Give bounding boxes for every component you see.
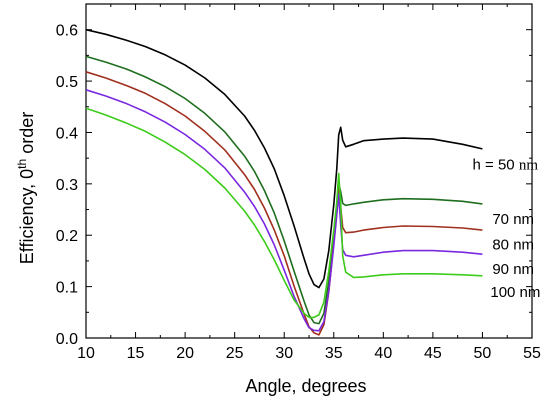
curve-label-4: 100 nm [490, 284, 540, 301]
x-tick-label: 50 [474, 345, 492, 362]
curve-label-2: 80 nm [492, 237, 534, 254]
series-line-2 [85, 71, 483, 336]
x-tick-label: 10 [77, 345, 95, 362]
series-line-3 [85, 89, 483, 332]
series-line-1 [85, 55, 483, 325]
x-tick-label: 25 [226, 345, 244, 362]
y-tick-label: 0.0 [56, 331, 78, 348]
x-axis-title: Angle, degrees [245, 376, 366, 396]
y-tick-label: 0.5 [56, 74, 78, 91]
y-tick-label: 0.6 [56, 23, 78, 40]
y-axis-title-prefix: Efficiency, 0 [17, 169, 37, 264]
y-tick-label: 0.4 [56, 125, 78, 142]
curve-label-text: 70 nm [492, 211, 534, 228]
x-tick-label: 15 [127, 345, 145, 362]
x-tick-label: 30 [275, 345, 293, 362]
curve-label-text: 90 nm [492, 261, 534, 278]
curve-labels: h = 50 nm 70 nm 80 nm 90 nm 100 nm [473, 156, 541, 300]
y-axis-ticks: 0.0 0.1 0.2 0.3 0.4 0.5 0.6 [56, 23, 532, 348]
curve-label-text: 80 nm [492, 237, 534, 254]
series-line-4 [85, 107, 483, 319]
y-tick-label: 0.2 [56, 228, 78, 245]
y-axis-title-sup: th [15, 159, 29, 169]
y-axis-title: Efficiency, 0th order [15, 112, 37, 264]
curve-label-text: h = 50 [473, 156, 519, 173]
y-tick-label: 0.1 [56, 280, 78, 297]
series-layer [85, 28, 483, 336]
curve-label-0: h = 50 nm [473, 156, 539, 173]
series-line-0 [85, 28, 483, 289]
plot-frame [85, 3, 533, 339]
x-tick-label: 35 [325, 345, 343, 362]
y-tick-label: 0.3 [56, 177, 78, 194]
curve-label-text: 100 nm [490, 284, 540, 301]
x-tick-label: 55 [523, 345, 541, 362]
x-tick-label: 20 [176, 345, 194, 362]
x-tick-label: 40 [374, 345, 392, 362]
curve-label-3: 90 nm [492, 261, 534, 278]
curve-label-unit: nm [519, 157, 539, 173]
plot-border [85, 3, 533, 339]
x-tick-label: 45 [424, 345, 442, 362]
y-axis-title-suffix: order [17, 112, 37, 159]
curve-label-1: 70 nm [492, 211, 534, 228]
x-axis-ticks: 10 15 20 25 30 35 40 45 50 55 [77, 4, 541, 362]
